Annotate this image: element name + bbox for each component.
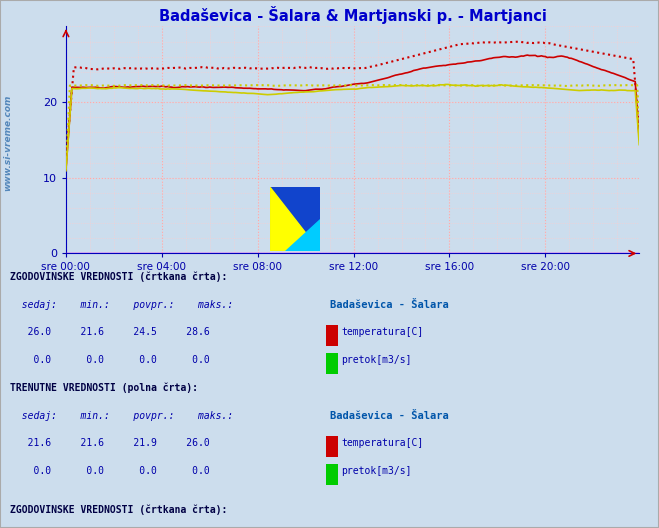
FancyBboxPatch shape	[326, 325, 338, 346]
Polygon shape	[270, 187, 320, 251]
Text: Badaševica - Šalara: Badaševica - Šalara	[330, 300, 448, 309]
Text: sedaj:    min.:    povpr.:    maks.:: sedaj: min.: povpr.: maks.:	[10, 300, 233, 309]
Text: 0.0      0.0      0.0      0.0: 0.0 0.0 0.0 0.0	[10, 466, 210, 476]
Text: sedaj:    min.:    povpr.:    maks.:: sedaj: min.: povpr.: maks.:	[10, 411, 233, 420]
Polygon shape	[285, 219, 320, 251]
FancyBboxPatch shape	[326, 464, 338, 485]
Text: Badaševica - Šalara: Badaševica - Šalara	[330, 411, 448, 420]
Text: pretok[m3/s]: pretok[m3/s]	[341, 466, 412, 476]
Text: temperatura[C]: temperatura[C]	[341, 327, 424, 337]
Text: 0.0      0.0      0.0      0.0: 0.0 0.0 0.0 0.0	[10, 355, 210, 365]
Text: temperatura[C]: temperatura[C]	[341, 438, 424, 448]
Text: www.si-vreme.com: www.si-vreme.com	[3, 95, 13, 191]
FancyBboxPatch shape	[326, 353, 338, 374]
Text: 21.6     21.6     21.9     26.0: 21.6 21.6 21.9 26.0	[10, 438, 210, 448]
Text: ZGODOVINSKE VREDNOSTI (črtkana črta):: ZGODOVINSKE VREDNOSTI (črtkana črta):	[10, 504, 227, 515]
Title: Badaševica - Šalara & Martjanski p. - Martjanci: Badaševica - Šalara & Martjanski p. - Ma…	[159, 6, 546, 24]
FancyBboxPatch shape	[326, 436, 338, 457]
Text: pretok[m3/s]: pretok[m3/s]	[341, 355, 412, 365]
Text: ZGODOVINSKE VREDNOSTI (črtkana črta):: ZGODOVINSKE VREDNOSTI (črtkana črta):	[10, 272, 227, 282]
Text: 26.0     21.6     24.5     28.6: 26.0 21.6 24.5 28.6	[10, 327, 210, 337]
Text: TRENUTNE VREDNOSTI (polna črta):: TRENUTNE VREDNOSTI (polna črta):	[10, 383, 198, 393]
